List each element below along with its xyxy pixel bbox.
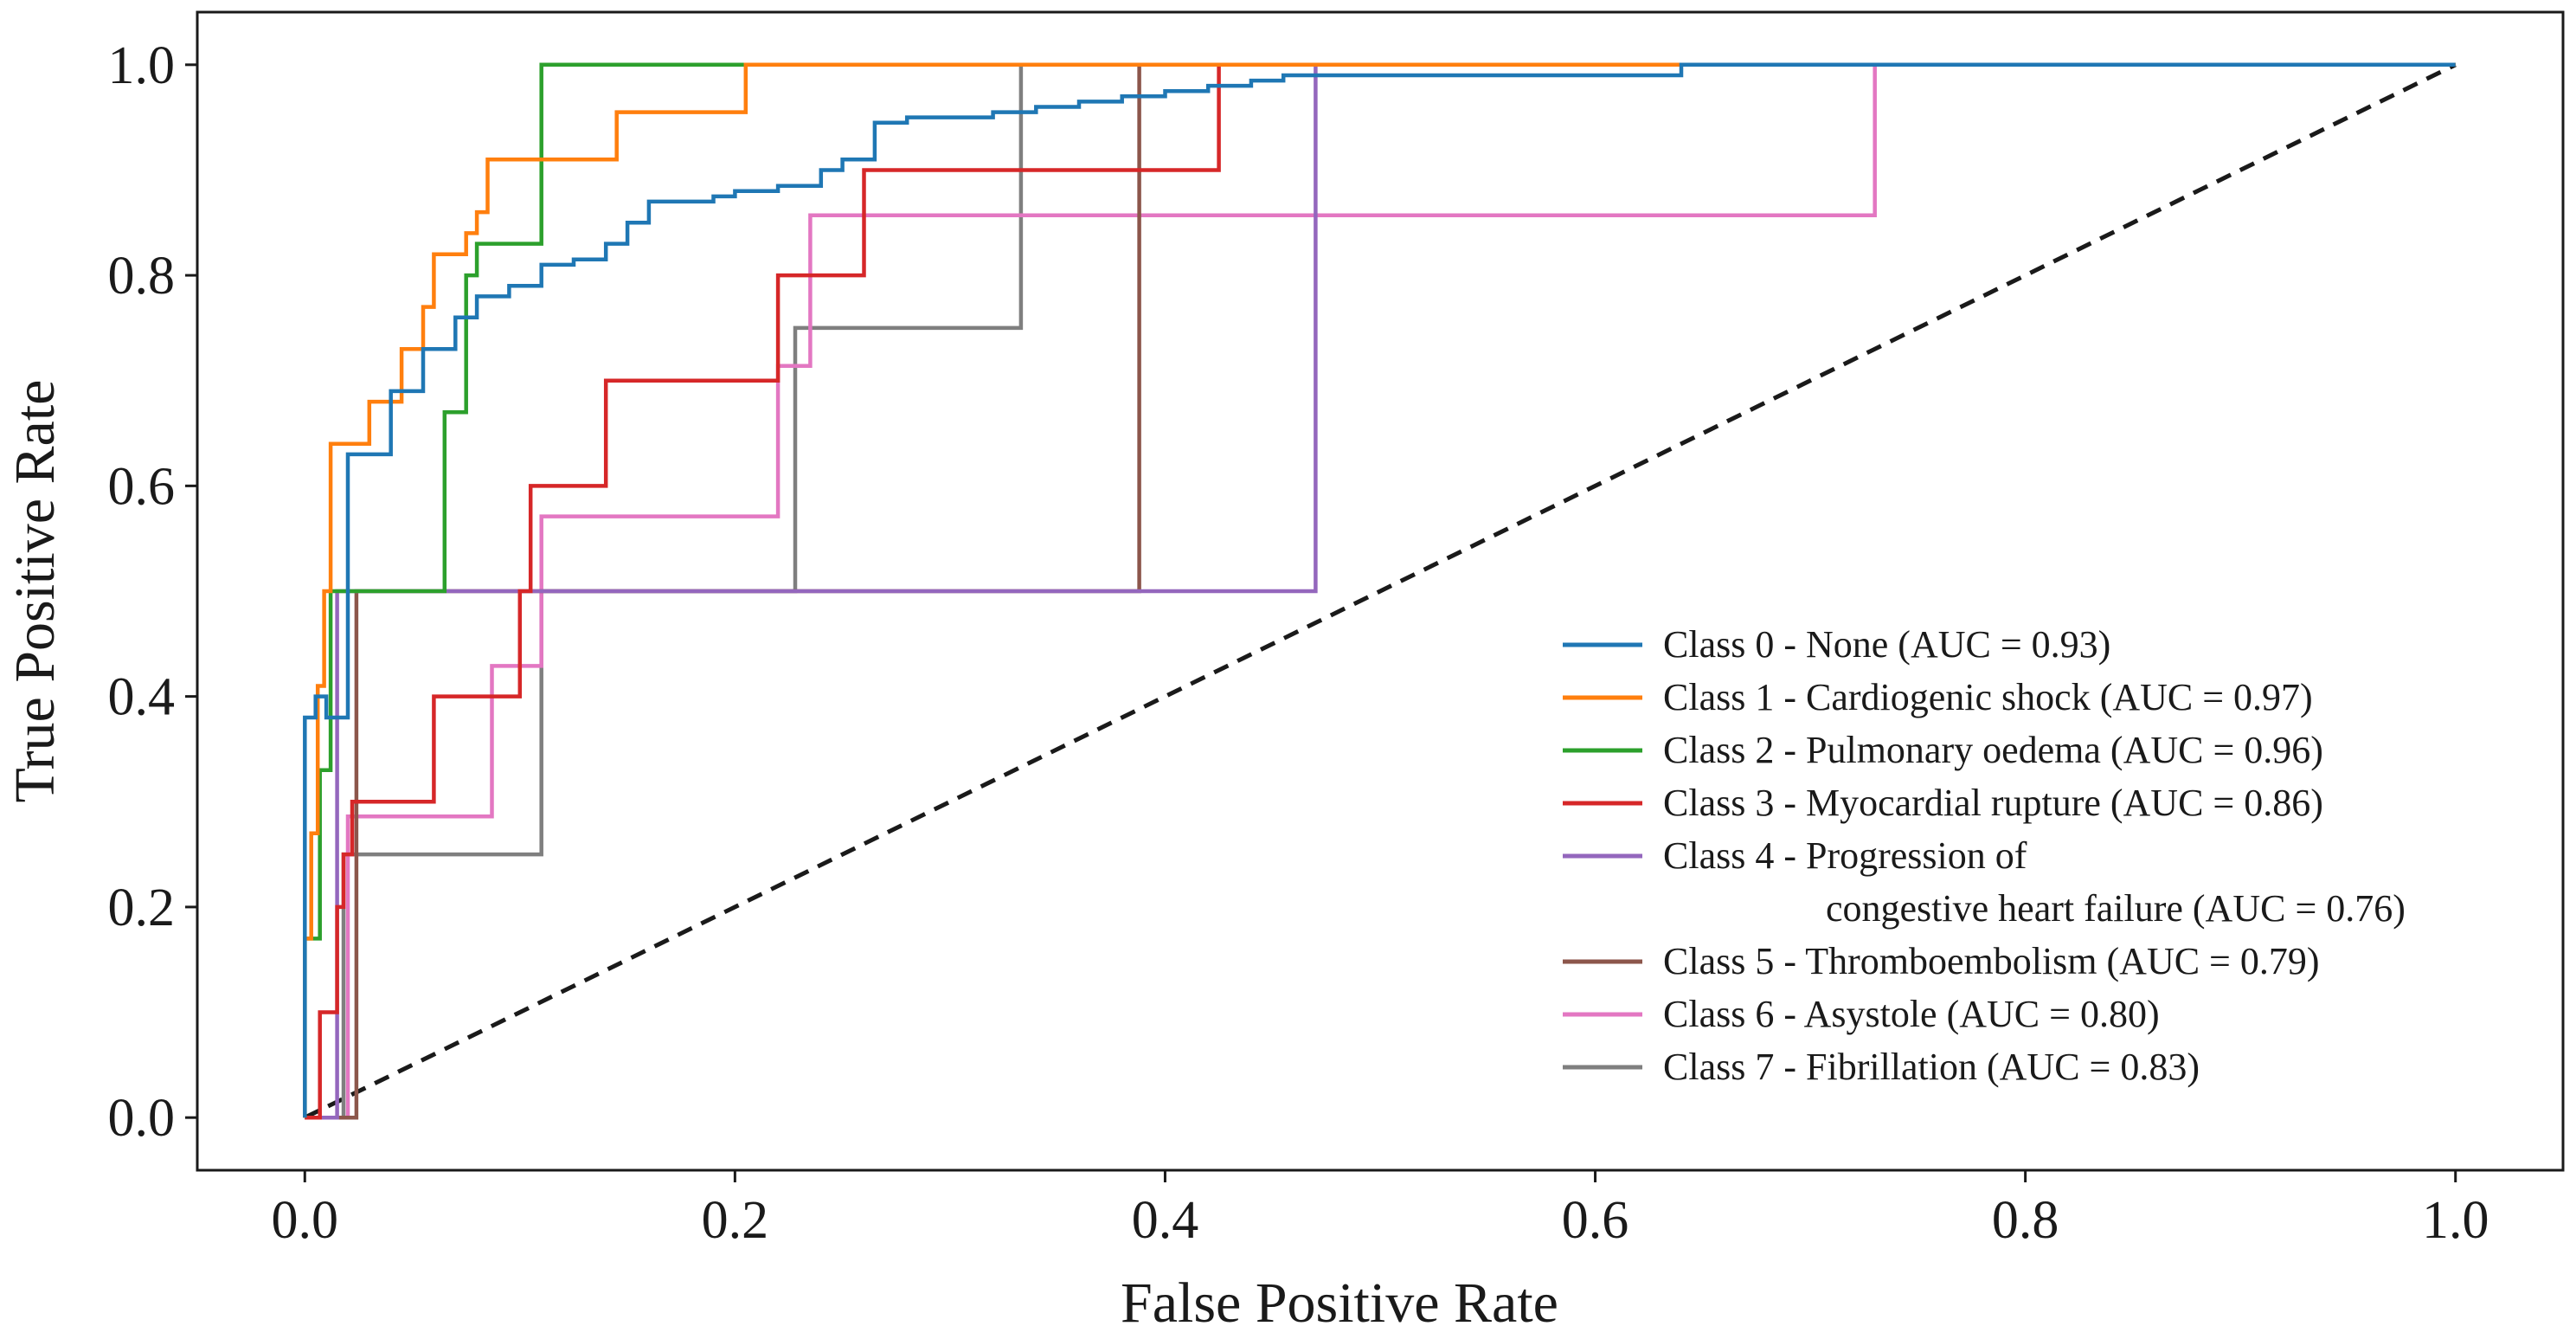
x-tick-label: 0.4 (1132, 1191, 1199, 1250)
roc-curve-class-6 (305, 62, 2456, 1120)
y-tick-label: 0.6 (108, 457, 176, 516)
y-tick-label: 0.2 (108, 879, 176, 937)
roc-curve-class-0 (303, 62, 2456, 1118)
tick-layer: 0.0 0.2 0.4 0.6 0.8 1.0 0.0 0.2 0.4 0.6 0.8 1.0 (108, 36, 2489, 1250)
roc-curve-class-3 (305, 62, 2456, 1120)
legend-label: Class 0 - None (AUC = 0.93) (1663, 623, 2110, 666)
y-tick-label: 1.0 (108, 36, 176, 95)
x-tick-label: 0.8 (1992, 1191, 2059, 1250)
legend-label: Class 1 - Cardiogenic shock (AUC = 0.97) (1663, 676, 2313, 718)
x-tick-label: 0.2 (702, 1191, 769, 1250)
legend-label: Class 3 - Myocardial rupture (AUC = 0.86… (1663, 782, 2323, 824)
y-tick-label: 0.8 (108, 247, 176, 306)
plot-frame (196, 10, 2565, 1172)
x-tick-label: 0.6 (1562, 1191, 1629, 1250)
legend-label: congestive heart failure (AUC = 0.76) (1826, 887, 2406, 930)
chance-diagonal (304, 62, 2457, 1120)
legend-label: Class 4 - Progression of (1663, 834, 2027, 877)
legend-label: Class 7 - Fibrillation (AUC = 0.83) (1663, 1046, 2200, 1088)
series-layer (303, 62, 2456, 1120)
x-tick-label: 0.0 (272, 1191, 339, 1250)
roc-curve-class-2 (303, 62, 2456, 1118)
legend: Class 0 - None (AUC = 0.93) Class 1 - Car… (1563, 623, 2406, 1088)
y-tick-label: 0.4 (108, 668, 176, 727)
legend-label: Class 2 - Pulmonary oedema (AUC = 0.96) (1663, 729, 2323, 771)
legend-label: Class 6 - Asystole (AUC = 0.80) (1663, 993, 2160, 1035)
x-axis-title: False Positive Rate (1121, 1271, 1558, 1335)
y-tick-label: 0.0 (108, 1089, 176, 1148)
legend-label: Class 5 - Thromboembolism (AUC = 0.79) (1663, 940, 2320, 982)
y-axis-title: True Positive Rate (3, 380, 67, 803)
x-tick-label: 1.0 (2422, 1191, 2489, 1250)
